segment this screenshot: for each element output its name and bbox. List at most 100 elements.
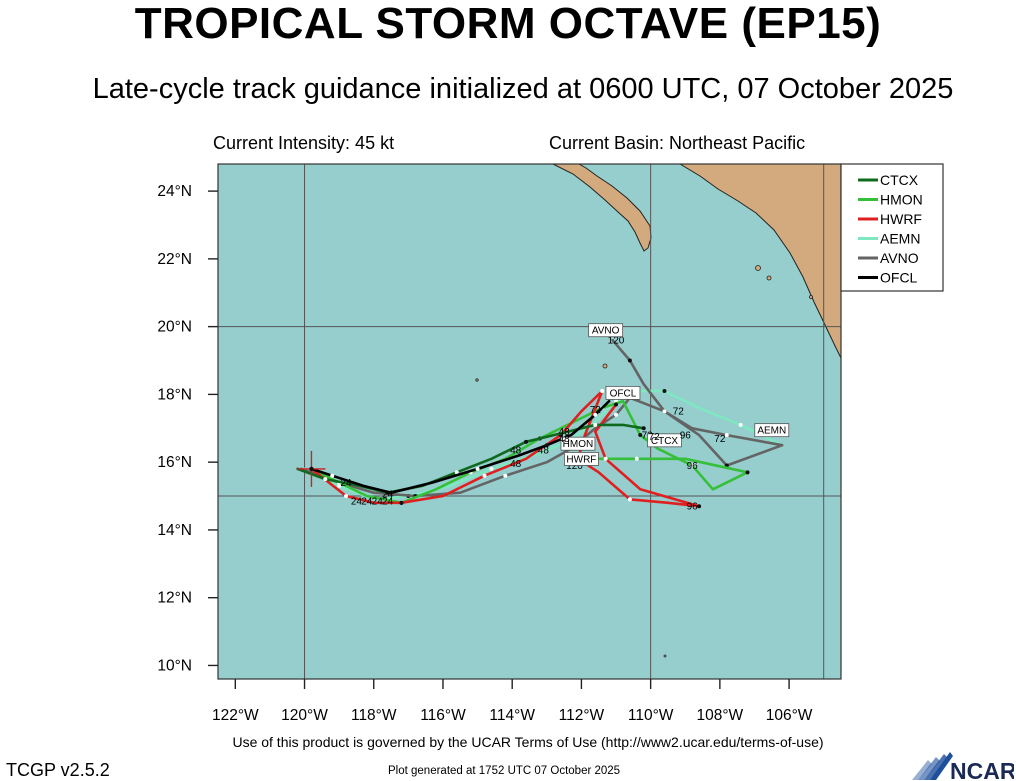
- track-point: [593, 412, 598, 417]
- track-point: [603, 456, 608, 461]
- track-point: [323, 477, 328, 482]
- track-point: [638, 433, 643, 438]
- current-basin: Current Basin: Northeast Pacific: [549, 133, 806, 153]
- legend-box: [840, 163, 944, 292]
- ocean-background: [218, 164, 841, 679]
- legend-label-hmon: HMON: [880, 192, 923, 208]
- current-intensity: Current Intensity: 45 kt: [213, 133, 395, 153]
- track-point: [544, 443, 549, 448]
- track-point: [627, 497, 632, 502]
- model-box-label-text: CTCX: [651, 436, 679, 447]
- island: [809, 295, 813, 299]
- model-box-label: [564, 452, 599, 466]
- track-point: [627, 358, 632, 363]
- forecast-hour-label: 72: [649, 432, 661, 443]
- model-box-label-text: HMON: [563, 439, 594, 450]
- track-point: [593, 422, 598, 427]
- forecast-hour-label: 96: [687, 502, 699, 513]
- track-point: [399, 500, 404, 505]
- forecast-hour-label: 72: [673, 407, 685, 418]
- forecast-hour-label: 24: [372, 497, 384, 508]
- x-tick-label: 122°W: [212, 707, 259, 724]
- track-hwrf: [310, 389, 701, 508]
- forecast-hour-label: 120: [608, 336, 625, 347]
- ncar-logo: NCAR: [912, 752, 1014, 780]
- page-title: TROPICAL STORM OCTAVE (EP15): [134, 0, 882, 48]
- legend-label-ofcl: OFCL: [880, 270, 918, 286]
- x-tick-label: 114°W: [489, 707, 535, 724]
- track-point: [690, 463, 695, 468]
- forecast-hour-label: 96: [680, 430, 692, 441]
- forecast-hour-label: 96: [687, 461, 699, 472]
- track-point: [337, 483, 342, 488]
- track-point: [524, 439, 529, 444]
- plot-generated-timestamp: Plot generated at 1752 UTC 07 October 20…: [388, 765, 621, 777]
- track-point: [454, 470, 459, 475]
- forecast-hour-label: 48: [559, 434, 571, 445]
- track-point: [745, 470, 750, 475]
- forecast-hour-label: 48: [538, 446, 550, 457]
- model-box-label-text: OFCL: [610, 388, 637, 399]
- track-point: [738, 422, 743, 427]
- model-box-label: [647, 433, 682, 448]
- ncar-logo-text: NCAR: [950, 758, 1014, 780]
- track-point: [482, 473, 487, 478]
- forecast-hour-label: 48: [510, 446, 522, 457]
- x-tick-label: 112°W: [559, 707, 605, 724]
- legend-label-aemn: AEMN: [880, 231, 920, 247]
- model-box-label: [588, 323, 624, 338]
- track-point: [724, 433, 729, 438]
- model-box-label: [754, 423, 790, 438]
- forecast-hour-label: 48: [510, 459, 522, 470]
- track-point: [489, 466, 494, 471]
- forecast-hour-label: 24: [382, 497, 394, 508]
- legend-label-hwrf: HWRF: [880, 211, 922, 227]
- forecast-hour-label: 120: [566, 461, 583, 472]
- legend-label-ctcx: CTCX: [880, 172, 919, 188]
- track-point: [641, 426, 646, 431]
- island: [475, 378, 479, 382]
- model-box-label-text: AVNO: [592, 326, 620, 337]
- x-tick-label: 106°W: [766, 707, 813, 724]
- page-subtitle: Late-cycle track guidance initialized at…: [92, 73, 954, 105]
- terms-of-use: Use of this product is governed by the U…: [232, 734, 824, 750]
- y-tick-label: 14°N: [157, 522, 192, 539]
- model-box-label: [560, 436, 596, 451]
- y-tick-label: 18°N: [157, 386, 192, 403]
- x-tick-label: 108°W: [697, 707, 744, 724]
- y-tick-label: 20°N: [157, 319, 192, 336]
- track-point: [614, 412, 619, 417]
- track-point: [600, 389, 605, 394]
- legend: CTCX HMON HWRF AEMN AVNO OFCL: [840, 163, 944, 292]
- forecast-hour-label: 24: [382, 490, 394, 501]
- legend-label-avno: AVNO: [880, 250, 919, 266]
- mexico-mainland-landmass: [679, 164, 841, 359]
- model-box-label-text: AEMN: [757, 426, 786, 437]
- track-point: [634, 456, 639, 461]
- track-point: [330, 473, 335, 478]
- island: [766, 275, 772, 281]
- model-box-label-text: HWRF: [566, 454, 596, 465]
- current-position-dot: [309, 466, 314, 472]
- y-tick-label: 24°N: [157, 183, 192, 200]
- track-point: [344, 494, 349, 499]
- y-tick-label: 16°N: [157, 454, 192, 471]
- forecast-hour-label: 24: [351, 497, 363, 508]
- island: [602, 363, 608, 369]
- track-ctcx: [296, 423, 646, 495]
- track-point: [697, 504, 702, 509]
- track-point: [475, 466, 480, 471]
- y-tick-label: 10°N: [157, 657, 192, 674]
- y-tick-label: 22°N: [157, 251, 192, 268]
- y-tick-label: 12°N: [157, 590, 192, 607]
- track-point: [662, 389, 667, 394]
- track-point: [614, 402, 619, 407]
- track-point: [662, 409, 667, 414]
- model-box-label: [605, 385, 641, 400]
- baja-california-landmass: [552, 164, 652, 252]
- forecast-hour-label: 24: [340, 478, 352, 489]
- x-tick-label: 110°W: [628, 707, 674, 724]
- x-tick-label: 116°W: [420, 707, 466, 724]
- forecast-hour-label: 72: [590, 405, 602, 416]
